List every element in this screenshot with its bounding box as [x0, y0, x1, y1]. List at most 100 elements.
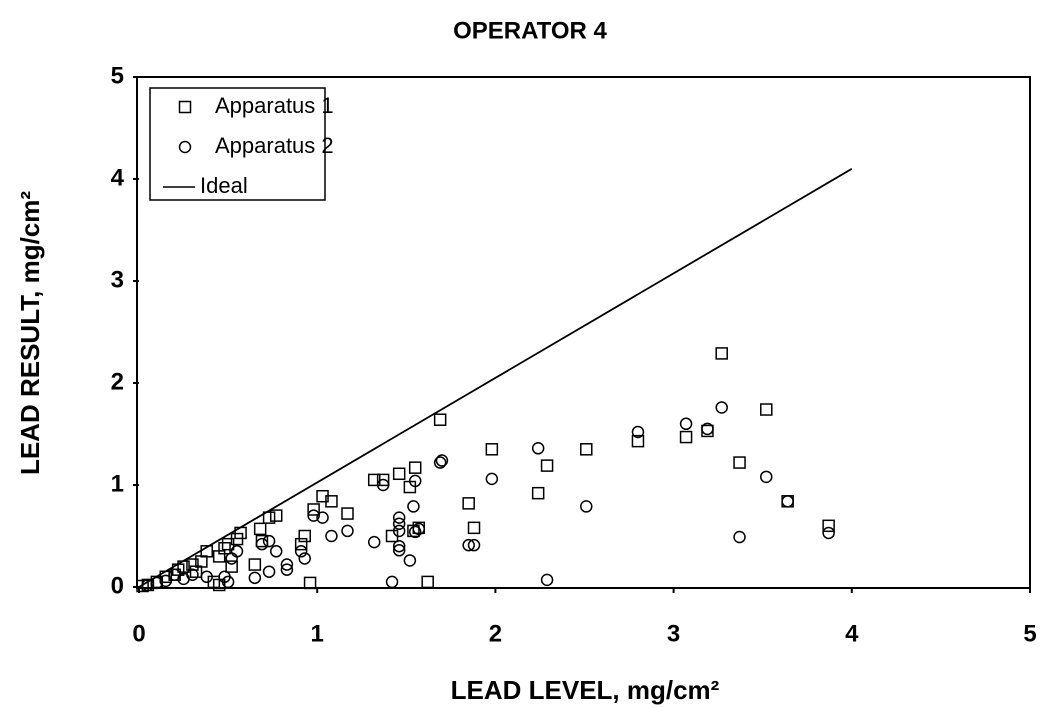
point — [485, 472, 499, 486]
point — [392, 524, 406, 538]
y-tick-label: 2 — [111, 368, 124, 395]
point — [781, 495, 794, 508]
chart-title: OPERATOR 4 — [453, 17, 607, 44]
y-tick-label: 5 — [111, 62, 124, 89]
point — [412, 522, 426, 536]
point — [294, 545, 308, 558]
point — [248, 558, 262, 571]
point — [392, 467, 406, 481]
point — [225, 560, 238, 573]
point — [408, 474, 422, 488]
ideal-line — [138, 168, 853, 588]
point — [298, 529, 311, 543]
point — [392, 517, 406, 531]
point — [701, 422, 714, 436]
point — [679, 417, 693, 431]
point — [462, 497, 475, 510]
point — [189, 565, 203, 578]
point — [715, 401, 728, 414]
point — [376, 473, 390, 487]
y-tick-label: 4 — [111, 164, 125, 191]
point — [325, 529, 338, 543]
point — [822, 519, 835, 533]
x-tick-label: 1 — [311, 620, 324, 647]
legend-label: Apparatus 1 — [215, 93, 334, 118]
point — [376, 478, 390, 492]
point — [280, 563, 294, 576]
point — [367, 535, 381, 549]
point — [392, 539, 406, 553]
point — [679, 430, 693, 444]
point — [248, 571, 262, 585]
point — [307, 503, 320, 516]
point — [531, 442, 545, 455]
x-tick-label: 2 — [489, 620, 502, 647]
point — [385, 575, 399, 589]
x-tick-label: 0 — [132, 620, 145, 647]
point — [485, 443, 499, 456]
point — [307, 509, 320, 522]
point — [392, 511, 406, 524]
point — [262, 565, 276, 578]
point — [269, 545, 283, 558]
point — [298, 552, 311, 565]
point — [631, 434, 645, 448]
x-tick-label: 4 — [845, 620, 859, 647]
legend-marker — [178, 140, 192, 154]
point — [262, 534, 276, 548]
point — [733, 456, 746, 469]
x-tick-label: 3 — [667, 620, 680, 647]
point — [168, 568, 181, 582]
point — [421, 575, 434, 589]
point — [325, 495, 338, 508]
point — [262, 511, 276, 524]
point — [341, 524, 354, 538]
point — [760, 470, 773, 484]
point — [221, 537, 235, 551]
legend-label: Apparatus 2 — [215, 133, 334, 158]
point — [408, 525, 422, 539]
point — [225, 552, 238, 565]
point — [467, 521, 481, 535]
point — [341, 507, 354, 520]
point — [280, 558, 294, 571]
point — [159, 574, 172, 588]
point — [631, 425, 645, 439]
point — [531, 486, 545, 500]
legend-label: Ideal — [200, 173, 248, 198]
point — [212, 550, 226, 563]
point — [136, 579, 149, 593]
point — [221, 575, 235, 589]
point — [540, 573, 554, 587]
point — [407, 500, 420, 513]
point — [269, 509, 283, 522]
point — [316, 511, 329, 524]
point — [760, 403, 773, 416]
point — [186, 558, 199, 571]
point — [303, 576, 317, 590]
point — [294, 537, 308, 551]
point — [433, 456, 447, 469]
point — [230, 545, 244, 558]
point — [467, 538, 481, 552]
point — [392, 544, 406, 557]
y-tick-label: 1 — [111, 470, 124, 497]
point — [462, 538, 475, 552]
point — [540, 459, 554, 472]
point — [255, 534, 269, 548]
point — [580, 500, 593, 513]
point — [408, 461, 422, 474]
x-tick-label: 5 — [1023, 620, 1036, 647]
point — [580, 443, 593, 456]
y-tick-label: 3 — [111, 266, 124, 293]
legend-marker — [178, 100, 192, 114]
point — [200, 570, 213, 584]
point — [255, 537, 269, 551]
y-axis-label: LEAD RESULT, mg/cm² — [15, 191, 45, 475]
point — [403, 554, 417, 567]
y-tick-label: 0 — [111, 572, 124, 599]
x-axis-label: LEAD LEVEL, mg/cm² — [451, 675, 720, 705]
point — [253, 522, 267, 536]
point — [822, 526, 835, 540]
